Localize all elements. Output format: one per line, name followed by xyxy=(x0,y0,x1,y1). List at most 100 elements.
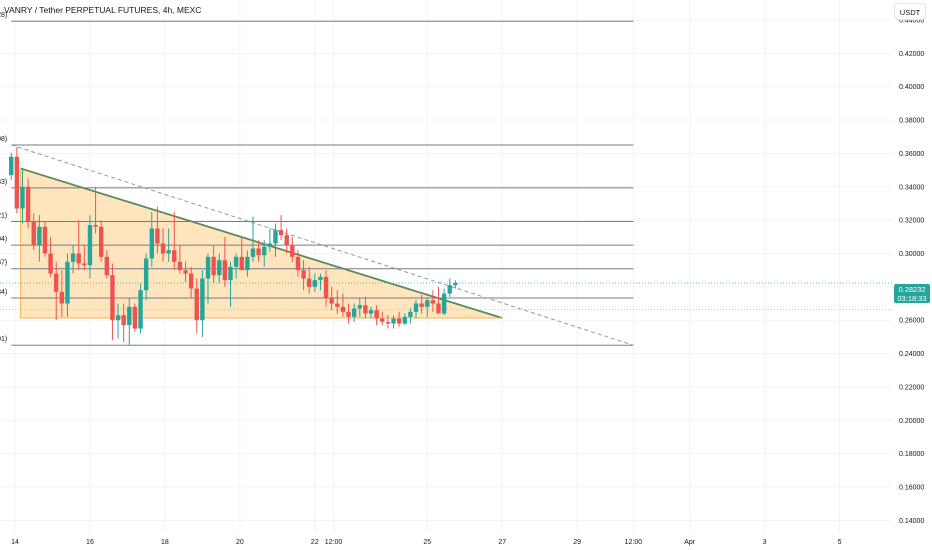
candle-body xyxy=(183,270,188,274)
candle-body xyxy=(138,290,143,329)
y-tick-label: 0.44000 xyxy=(899,18,924,25)
candle-body xyxy=(323,276,329,299)
x-tick-label: 27 xyxy=(498,539,506,546)
candle-body xyxy=(413,303,419,312)
x-tick-label: 25 xyxy=(423,539,431,546)
candle-body xyxy=(143,258,149,291)
fib-level-label: 1 (0.36508) xyxy=(0,136,7,143)
candle-body xyxy=(245,256,250,271)
y-tick-label: 0.26000 xyxy=(899,318,924,325)
candle-body xyxy=(54,273,59,292)
candle-body xyxy=(335,303,340,307)
candle-body xyxy=(447,285,452,294)
candle-body xyxy=(391,318,396,324)
y-tick-label: 0.36000 xyxy=(899,151,924,158)
y-tick-label: 0.22000 xyxy=(899,384,924,391)
x-tick-label: 12:00 xyxy=(325,539,343,546)
fib-level-label: 0.618 (0.31921) xyxy=(0,212,7,219)
currency-selector[interactable]: USDT xyxy=(894,3,926,20)
candle-body xyxy=(396,318,402,324)
candle-body xyxy=(363,305,368,314)
candle-body xyxy=(318,276,323,281)
last-price-tag: 0.28232 03:18:33 xyxy=(894,284,930,303)
candle-body xyxy=(357,305,362,309)
candle-body xyxy=(70,253,76,262)
candle-body xyxy=(278,230,284,236)
candle-body xyxy=(256,248,261,256)
y-tick-label: 0.30000 xyxy=(899,251,924,258)
candle-body xyxy=(31,221,36,246)
candle-body xyxy=(9,156,14,176)
x-tick-label: 22 xyxy=(311,539,319,546)
candle-body xyxy=(262,246,267,256)
candle-body xyxy=(194,288,199,321)
candle-body xyxy=(307,278,312,287)
y-tick-label: 0.34000 xyxy=(899,184,924,191)
candle-body xyxy=(132,306,138,329)
y-tick-label: 0.42000 xyxy=(899,51,924,58)
last-price-value: 0.28232 xyxy=(898,285,926,294)
fib-level-label: 0.786 (0.33933) xyxy=(0,179,7,186)
x-tick-label: 18 xyxy=(161,539,169,546)
candle-body xyxy=(65,261,70,304)
candle-body xyxy=(453,282,458,286)
candle-body xyxy=(93,225,98,227)
x-tick-label: 29 xyxy=(573,539,581,546)
candle-body xyxy=(172,250,177,262)
fib-level-label: 0.5 (0.30504) xyxy=(0,236,7,243)
x-tick-label: 12:00 xyxy=(625,539,643,546)
fib-level-label: 0 (0.24501) xyxy=(0,336,7,343)
candle-body xyxy=(228,266,233,281)
candle-body xyxy=(425,300,430,307)
candle-body xyxy=(82,263,87,266)
fib-level-label: 0.382 (0.29087) xyxy=(0,260,7,267)
bar-countdown: 03:18:33 xyxy=(897,294,927,303)
candle-body xyxy=(59,291,65,304)
candle-body xyxy=(301,270,306,279)
candle-body xyxy=(200,278,205,321)
candle-body xyxy=(155,228,160,244)
y-tick-label: 0.16000 xyxy=(899,484,924,491)
candle-body xyxy=(205,256,211,279)
candle-body xyxy=(267,243,273,247)
candle-body xyxy=(48,253,53,274)
x-tick-label: 16 xyxy=(86,539,94,546)
fib-level-label: 0.236 (0.27334) xyxy=(0,289,7,296)
trend-line xyxy=(11,144,634,346)
candle-body xyxy=(233,256,239,267)
candle-body xyxy=(104,256,110,276)
candle-body xyxy=(239,256,244,271)
triangle-upper-edge xyxy=(20,167,503,319)
candle-body xyxy=(346,311,351,317)
candle-body xyxy=(42,226,48,254)
y-tick-label: 0.18000 xyxy=(899,451,924,458)
candle-body xyxy=(250,248,256,257)
x-tick-label: 3 xyxy=(763,539,767,546)
candle-body xyxy=(408,311,413,317)
candle-body xyxy=(98,226,104,257)
y-tick-label: 0.38000 xyxy=(899,118,924,125)
x-tick-label: 14 xyxy=(11,539,19,546)
candle-body xyxy=(166,250,171,254)
candle-body xyxy=(295,256,301,271)
candle-body xyxy=(87,225,93,266)
candle-body xyxy=(211,256,216,276)
candle-body xyxy=(14,156,20,209)
candle-body xyxy=(222,260,228,281)
fib-level-label: 1.618 (0.43928) xyxy=(0,12,7,19)
candle-body xyxy=(340,306,346,312)
candle-body xyxy=(217,260,222,276)
chart-title: VANRY / Tether PERPETUAL FUTURES, 4h, ME… xyxy=(4,5,202,15)
y-tick-label: 0.24000 xyxy=(899,351,924,358)
candle-body xyxy=(436,303,441,314)
candle-body xyxy=(273,230,278,244)
candle-body xyxy=(115,315,121,321)
candle-body xyxy=(121,315,126,326)
candle-body xyxy=(441,293,447,314)
candle-body xyxy=(402,316,407,324)
candle-body xyxy=(329,298,334,304)
candle-body xyxy=(25,186,31,222)
candle-body xyxy=(419,303,424,307)
x-tick-label: 5 xyxy=(838,539,842,546)
